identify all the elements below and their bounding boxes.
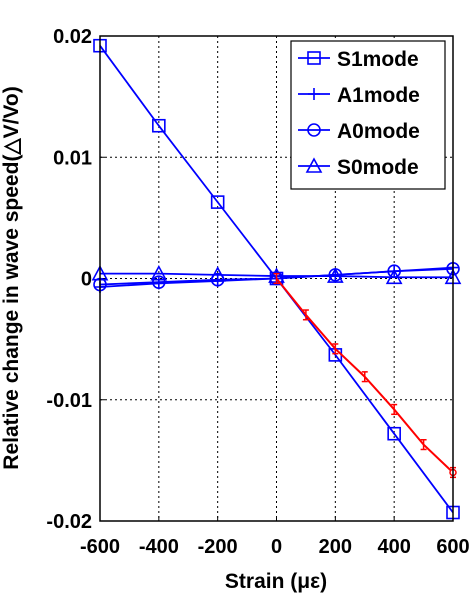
y-tick-label: -0.01 [46,390,92,412]
y-tick-label: 0 [81,269,92,291]
plot-frame [99,35,454,522]
legend-marker [308,88,320,100]
data-point [152,118,166,133]
data-point [209,266,227,282]
legend-label: A0mode [337,120,420,143]
x-tick-label: -200 [198,536,238,558]
data-point [387,426,401,441]
y-tick-label: -0.02 [46,511,92,533]
legend-marker [305,157,323,173]
x-tick-label: 0 [271,536,282,558]
legend-label: S0mode [337,156,419,179]
x-tick-label: 400 [377,536,410,558]
legend-item-S0mode: S0mode [298,156,419,179]
data-point [150,264,168,281]
x-axis-label: Strain (με) [225,570,327,593]
data-point [152,275,166,289]
legend-item-S1mode: S1mode [298,48,419,71]
x-tick-label: 600 [436,536,469,558]
legend-item-A1mode: A1mode [298,84,420,107]
legend-marker [307,51,321,65]
x-tick-label: 200 [319,536,352,558]
y-tick-label: 0.01 [53,147,92,169]
data-point [385,268,403,285]
x-tick-label: -400 [139,536,179,558]
y-axis-label: Relative change in wave speed(△V/Vo) [0,86,23,469]
y-tick-label: 0.02 [53,26,92,48]
legend-label: A1mode [337,84,420,107]
data-point [210,195,225,209]
legend-label: S1mode [337,48,419,71]
legend-item-A0mode: A0mode [298,120,420,143]
legend-marker [307,123,321,137]
tick-labels: -600 -400 -200 0 200 400 600 0.02 0.01 0 -0.01 -0.0… [46,26,469,558]
legend: S1mode A1mode A0mode S0mode [290,40,446,190]
data-point [269,271,284,286]
series-layer [91,38,462,520]
x-tick-label: -600 [80,536,120,558]
data-point [326,267,344,283]
